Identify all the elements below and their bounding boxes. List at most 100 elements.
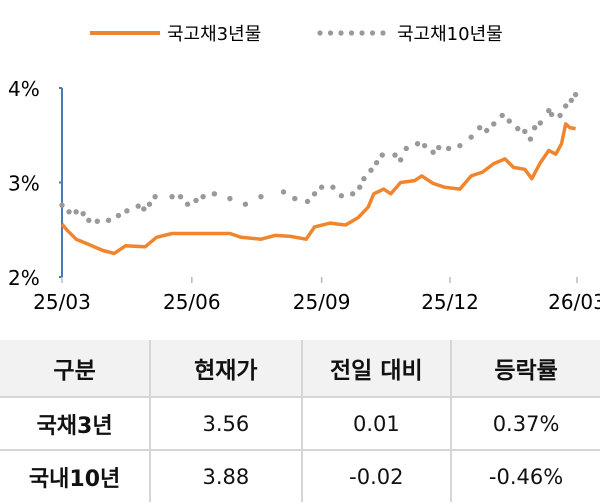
series-10y-point: [522, 128, 528, 135]
series-10y-point: [94, 218, 100, 224]
series-10y-point: [537, 120, 544, 126]
series-10y-point: [379, 152, 385, 158]
series-10y-point: [499, 112, 505, 119]
legend-dot: [327, 30, 334, 36]
column-header: 구분: [0, 340, 152, 398]
series-10y-point: [430, 149, 436, 155]
series-10y-point: [414, 141, 421, 147]
series-10y-point: [86, 217, 92, 223]
y-tick-label: 2%: [8, 266, 40, 290]
series-10y-point: [152, 193, 158, 200]
series-10y-point: [227, 195, 233, 202]
series-10y-point: [177, 193, 184, 200]
column-header: 등락률: [450, 340, 600, 398]
series-10y-point: [515, 125, 521, 132]
plot-area: [59, 91, 579, 256]
series-10y-point: [397, 157, 404, 163]
y-tick-label: 4%: [8, 77, 40, 101]
series-10y-point: [531, 124, 538, 131]
legend-label-10y: 국고채10년물: [397, 24, 503, 45]
row-label: 국내10년: [0, 449, 152, 502]
series-10y-point: [506, 118, 512, 124]
legend: 국고채3년물 국고채10년물: [90, 24, 503, 45]
legend-label-3y: 국고채3년물: [167, 24, 261, 45]
x-tick-label: 25/12: [421, 290, 479, 314]
series-10y-point: [563, 103, 569, 109]
table-row: 국채3년 3.56 0.01 0.37%: [0, 396, 600, 451]
series-10y-point: [193, 197, 199, 204]
series-10y-point: [135, 203, 141, 209]
x-tick-label: 25/06: [163, 290, 221, 314]
table-cell: 3.56: [149, 396, 303, 451]
column-header: 전일 대비: [300, 340, 453, 398]
series-10y-point: [280, 189, 287, 195]
series-10y-point: [115, 212, 122, 219]
series-10y-point: [338, 193, 345, 199]
x-tick-label: 25/09: [293, 290, 351, 314]
y-axis: 2% 3% 4%: [8, 77, 63, 290]
legend-dot: [380, 30, 386, 36]
yield-table: 구분 현재가 전일 대비 등락률 국채3년 3.56 0.01 0.37% 국내10년 3.88…: [0, 340, 600, 502]
series-10y-point: [80, 210, 86, 217]
series-10y-point: [292, 195, 298, 202]
series-10y-point: [483, 127, 490, 134]
series-10y-point: [491, 121, 497, 127]
x-tick-label: 25/03: [33, 290, 91, 314]
series-10y-point: [368, 167, 374, 173]
legend-dot: [359, 30, 365, 36]
series-10y-point: [184, 201, 191, 207]
table-cell: 0.01: [300, 396, 453, 451]
row-label: 국채3년: [0, 396, 152, 451]
series-10y-point: [546, 107, 552, 114]
series-10y-point: [557, 112, 563, 119]
legend-dot: [338, 30, 344, 36]
y-tick-label: 3%: [8, 172, 40, 196]
series-10y-point: [318, 184, 325, 190]
series-10y-point: [457, 142, 463, 149]
series-10y-point: [392, 152, 398, 158]
column-header: 현재가: [149, 340, 303, 398]
table-cell: -0.46%: [450, 449, 600, 502]
series-10y-point: [568, 97, 575, 103]
series-10y-point: [311, 191, 318, 197]
series-10y-point: [361, 176, 367, 182]
series-10y-point: [124, 208, 130, 214]
series-10y-point: [403, 145, 409, 152]
series-10y-point: [304, 198, 311, 205]
series-10y-point: [421, 142, 428, 149]
yield-chart: 국고채3년물 국고채10년물 2%3%4% 25/03 25/06 25/09 25/…: [8, 24, 600, 314]
series-10y-point: [105, 217, 112, 223]
table-header-row: 구분 현재가 전일 대비 등락률: [0, 340, 600, 398]
series-3y-line: [60, 122, 576, 256]
series-10y-point: [258, 193, 264, 200]
series-10y-point: [200, 193, 206, 200]
series-10y-point: [349, 191, 356, 197]
series-10y-point: [373, 159, 380, 166]
series-10y-point: [357, 184, 363, 190]
series-10y-point: [211, 191, 218, 197]
table-cell: 0.37%: [450, 396, 600, 451]
series-10y-point: [468, 134, 474, 140]
table-cell: -0.02: [300, 449, 453, 502]
legend-dot: [348, 30, 355, 36]
x-axis: 25/03 25/06 25/09 25/12 26/03: [33, 277, 600, 314]
series-10y-point: [476, 124, 483, 131]
series-10y-point: [59, 202, 65, 208]
series-10y-point: [548, 111, 555, 118]
series-10y-point: [436, 144, 442, 151]
legend-dots-10y: [317, 30, 386, 36]
series-10y-point: [330, 184, 336, 190]
series-10y-point: [527, 136, 534, 142]
x-tick-label: 26/03: [548, 290, 600, 314]
table-row: 국내10년 3.88 -0.02 -0.46%: [0, 449, 600, 502]
series-10y-point: [141, 206, 147, 212]
legend-dot: [317, 30, 323, 36]
series-10y-point: [242, 201, 249, 207]
series-10y-point: [572, 91, 579, 98]
series-10y-point: [66, 209, 72, 215]
table-cell: 3.88: [149, 449, 303, 502]
series-10y-point: [445, 145, 452, 152]
series-10y-point: [169, 193, 175, 200]
legend-dot: [369, 30, 376, 36]
series-10y-point: [146, 201, 153, 207]
